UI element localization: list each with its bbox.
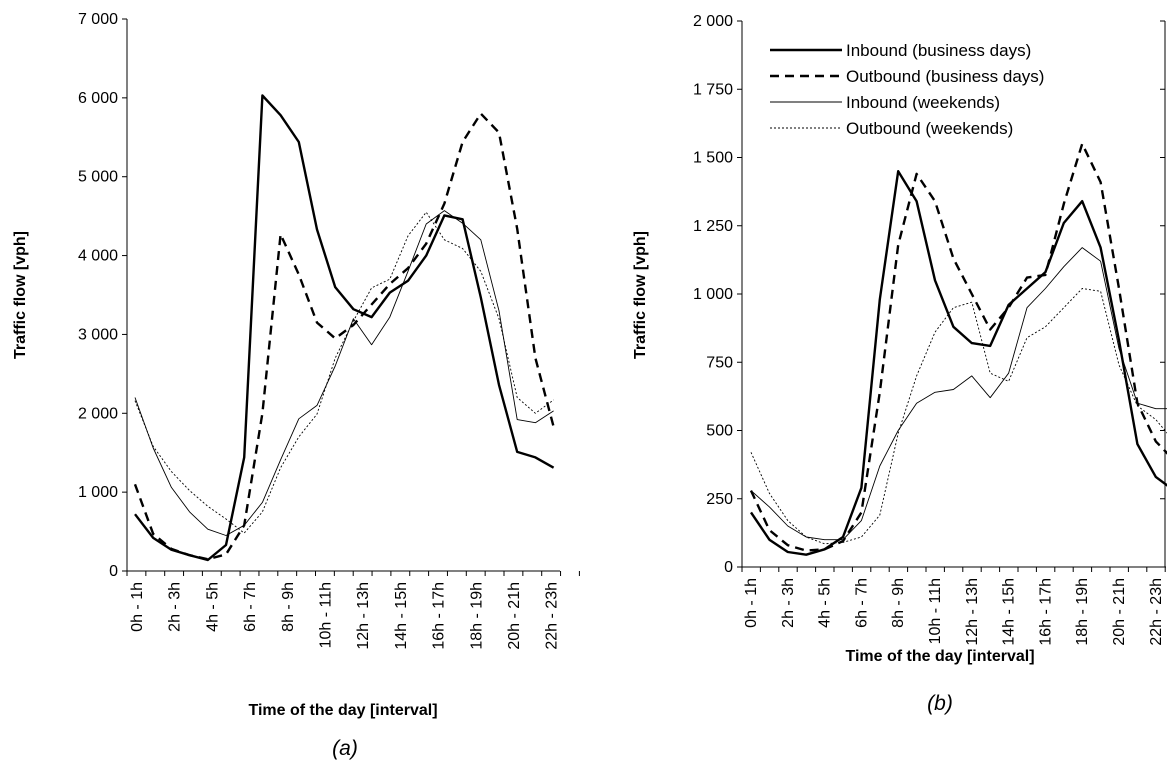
chart-b-x-tick-label: 10h - 11h	[927, 578, 944, 644]
chart-b-x-ticks	[741, 567, 1166, 572]
chart-a-y-tick-labels: 0 1 000 2 000 3 000 4 000 5 000 6 000 7 000	[78, 11, 118, 580]
chart-a-series-0	[134, 94, 555, 562]
chart-b-y-tick-label: 2 000	[693, 13, 733, 30]
chart-a-x-tick-label: 18h - 19h	[468, 582, 485, 650]
chart-b-x-tick-label: 22h - 23h	[1148, 578, 1165, 646]
chart-a-x-ticks	[126, 571, 580, 576]
chart-a-x-tick-label: 0h - 1h	[129, 582, 146, 632]
chart-a-x-tick-label: 12h - 13h	[355, 582, 372, 650]
chart-a-x-tick-label: 2h - 3h	[167, 582, 184, 632]
chart-b: 0 250 500 750 1 000 1 250 1 500 1 750 2 000 0h -…	[632, 13, 1167, 715]
chart-b-x-tick-label: 20h - 21h	[1111, 578, 1128, 646]
chart-b-x-tick-label: 6h - 7h	[853, 578, 870, 628]
chart-b-y-tick-label: 750	[706, 354, 733, 371]
chart-b-x-tick-labels: 0h - 1h 2h - 3h 4h - 5h 6h - 7h 8h - 9h 10h -…	[743, 578, 1165, 646]
chart-a-x-tick-label: 6h - 7h	[242, 582, 259, 632]
chart-b-x-tick-label: 8h - 9h	[890, 578, 907, 628]
chart-a-series-2	[134, 210, 554, 536]
chart-a-y-tick-label: 7 000	[78, 11, 118, 28]
chart-b-x-tick-label: 14h - 15h	[1001, 578, 1018, 646]
chart-a-x-tick-label: 14h - 15h	[393, 582, 410, 650]
chart-b-x-tick-label: 18h - 19h	[1074, 578, 1091, 646]
chart-b-x-tick-label: 4h - 5h	[817, 578, 834, 628]
chart-b-y-tick-label: 0	[724, 559, 733, 576]
legend-label-inbound-weekends: Inbound (weekends)	[846, 93, 1000, 112]
chart-a-y-tick-label: 5 000	[78, 169, 118, 186]
chart-b-y-tick-label: 1 750	[693, 81, 733, 98]
legend-label-inbound-business: Inbound (business days)	[846, 41, 1031, 60]
legend-label-outbound-business: Outbound (business days)	[846, 67, 1044, 86]
legend-label-outbound-weekends: Outbound (weekends)	[846, 119, 1013, 138]
chart-b-series-2	[750, 247, 1167, 541]
chart-a-series-3	[134, 211, 554, 534]
chart-b-series-0	[750, 169, 1167, 556]
chart-b-x-tick-label: 12h - 13h	[964, 578, 981, 646]
chart-a-y-tick-label: 6 000	[78, 90, 118, 107]
chart-b-y-tick-labels: 0 250 500 750 1 000 1 250 1 500 1 750 2 000	[693, 13, 733, 576]
chart-b-y-tick-label: 500	[706, 423, 733, 440]
chart-b-caption: (b)	[927, 692, 953, 715]
chart-a-y-tick-label: 2 000	[78, 405, 118, 422]
chart-a-caption: (a)	[332, 737, 358, 760]
chart-a-x-tick-label: 20h - 21h	[506, 582, 523, 650]
chart-b-x-tick-label: 16h - 17h	[1037, 578, 1054, 646]
chart-b-y-tick-label: 1 000	[693, 286, 733, 303]
chart-b-series-1	[749, 142, 1167, 552]
chart-b-y-tick-label: 1 250	[693, 218, 733, 235]
chart-a-x-tick-label: 4h - 5h	[204, 582, 221, 632]
chart-b-legend: Inbound (business days) Outbound (busine…	[770, 41, 1044, 138]
chart-b-y-tick-label: 1 500	[693, 150, 733, 167]
chart-a-x-tick-label: 22h - 23h	[544, 582, 561, 650]
chart-a-xlabel: Time of the day [interval]	[248, 702, 437, 719]
chart-a-x-tick-labels: 0h - 1h 2h - 3h 4h - 5h 6h - 7h 8h - 9h 10h -…	[129, 582, 561, 650]
chart-b-series-layer	[749, 142, 1167, 556]
chart-a-series-layer	[133, 94, 555, 562]
chart-a-y-tick-label: 4 000	[78, 248, 118, 265]
chart-b-x-tick-label: 0h - 1h	[743, 578, 760, 628]
chart-b-series-3	[750, 288, 1167, 545]
chart-a-y-tick-label: 0	[109, 563, 118, 580]
chart-a-y-tick-label: 3 000	[78, 326, 118, 343]
chart-b-y-ticks	[737, 20, 1165, 568]
chart-b-xlabel: Time of the day [interval]	[845, 648, 1034, 665]
chart-a-y-ticks	[122, 18, 127, 572]
chart-a-x-tick-label: 16h - 17h	[431, 582, 448, 650]
chart-a-series-1	[133, 112, 555, 561]
chart-b-y-tick-label: 250	[706, 491, 733, 508]
chart-a-y-tick-label: 1 000	[78, 484, 118, 501]
chart-a-ylabel: Traffic flow [vph]	[12, 231, 29, 359]
chart-a-x-tick-label: 8h - 9h	[280, 582, 297, 632]
chart-b-x-tick-label: 2h - 3h	[780, 578, 797, 628]
chart-a-x-tick-label: 10h - 11h	[318, 582, 335, 648]
chart-a: 0 1 000 2 000 3 000 4 000 5 000 6 000 7 000 0h …	[12, 11, 580, 760]
chart-b-ylabel: Traffic flow [vph]	[632, 231, 649, 359]
